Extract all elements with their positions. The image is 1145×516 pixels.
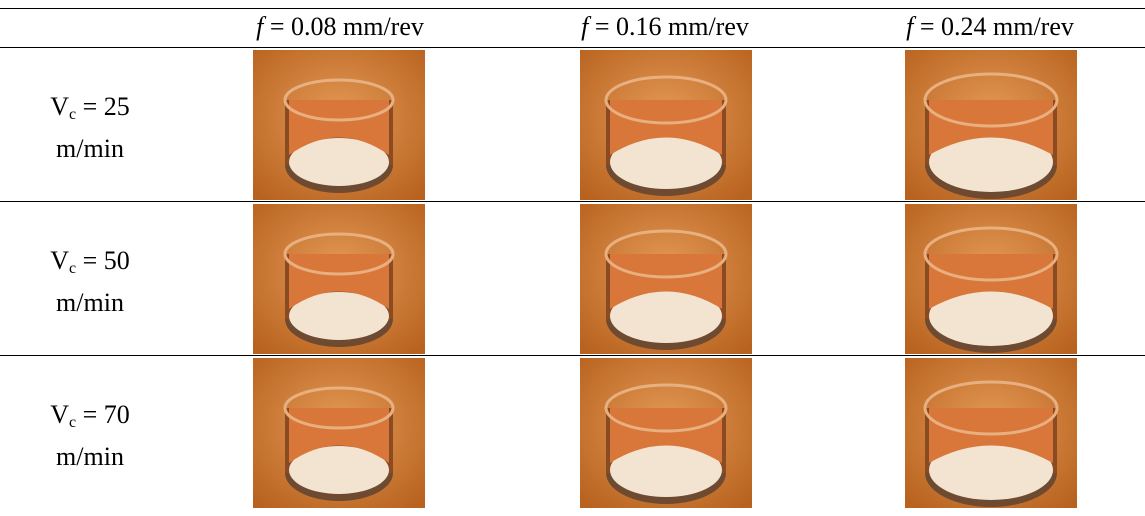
- row-value: = 70: [83, 400, 130, 429]
- row-symbol: V: [50, 92, 69, 121]
- header-text: = 0.08 mm/rev: [270, 12, 424, 41]
- photo: [580, 358, 752, 508]
- rule: [0, 47, 1145, 48]
- photo: [905, 204, 1077, 354]
- photo: [905, 50, 1077, 200]
- row-label-line: Vc = 70: [0, 398, 180, 440]
- photo: [905, 358, 1077, 508]
- photo-image: [580, 204, 752, 354]
- header-symbol: f: [581, 12, 588, 41]
- header-symbol: f: [906, 12, 913, 41]
- column-header: f = 0.08 mm/rev: [190, 12, 490, 42]
- photo: [580, 204, 752, 354]
- photo-image: [580, 50, 752, 200]
- photo-image: [253, 358, 425, 508]
- photo-image: [580, 358, 752, 508]
- photo: [580, 50, 752, 200]
- row-symbol: V: [50, 246, 69, 275]
- rule: [0, 8, 1145, 9]
- row-symbol: V: [50, 400, 69, 429]
- row-unit: m/min: [0, 286, 180, 320]
- row-subscript: c: [69, 106, 76, 123]
- photo-image: [253, 50, 425, 200]
- photo: [253, 50, 425, 200]
- header-text: = 0.24 mm/rev: [920, 12, 1074, 41]
- header-symbol: f: [256, 12, 263, 41]
- header-text: = 0.16 mm/rev: [595, 12, 749, 41]
- row-unit: m/min: [0, 440, 180, 474]
- column-header: f = 0.16 mm/rev: [515, 12, 815, 42]
- photo: [253, 204, 425, 354]
- row-label-line: Vc = 25: [0, 90, 180, 132]
- row-value: = 25: [83, 92, 130, 121]
- row-subscript: c: [69, 414, 76, 431]
- photo-image: [905, 50, 1077, 200]
- row-label-line: Vc = 50: [0, 244, 180, 286]
- row-subscript: c: [69, 260, 76, 277]
- photo: [253, 358, 425, 508]
- table-figure: f = 0.08 mm/revf = 0.16 mm/revf = 0.24 m…: [0, 0, 1145, 516]
- rule: [0, 355, 1145, 356]
- row-unit: m/min: [0, 132, 180, 166]
- rule: [0, 201, 1145, 202]
- photo-image: [905, 204, 1077, 354]
- photo-image: [905, 358, 1077, 508]
- row-value: = 50: [83, 246, 130, 275]
- column-header: f = 0.24 mm/rev: [840, 12, 1140, 42]
- photo-image: [253, 204, 425, 354]
